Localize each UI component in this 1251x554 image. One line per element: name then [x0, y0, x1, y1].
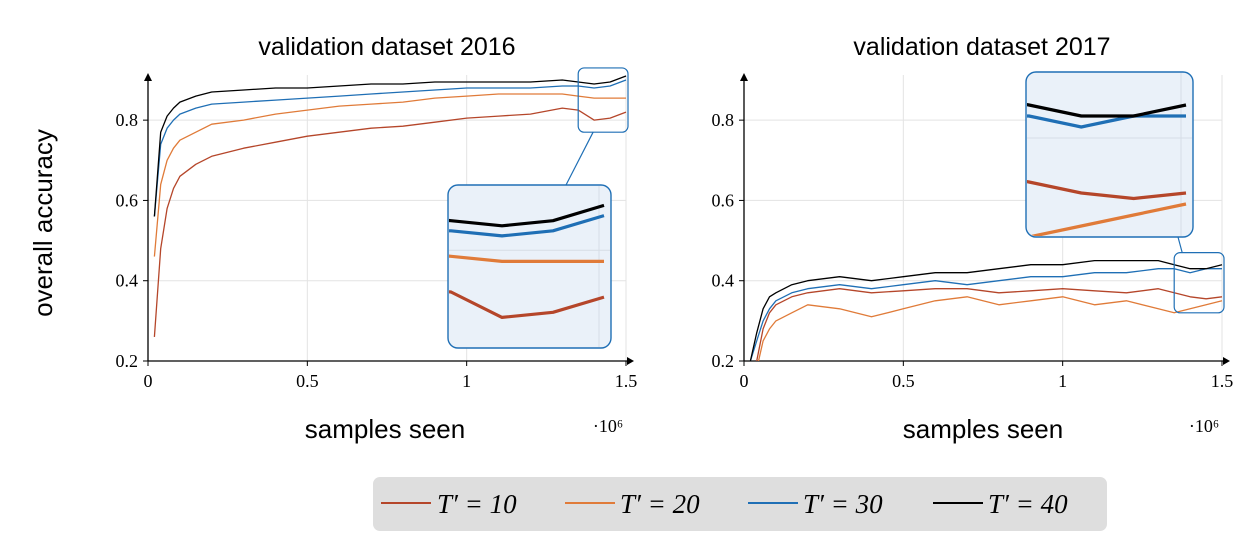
chart-right-x-multiplier: ·10⁶: [1189, 416, 1219, 436]
chart1-y-tick-label: 0.2: [116, 351, 139, 371]
chart2-zoom-box: [1173, 252, 1225, 314]
chart1-inset-series-line-2: [449, 249, 604, 263]
chart1-series-line-2: [153, 93, 626, 257]
legend-label-2: T′ = 20: [620, 489, 700, 519]
legend-item-4: T′ = 40: [933, 489, 1068, 519]
chart1-series-line-3: [153, 79, 627, 217]
legend-background: [373, 477, 1107, 531]
chart2-zoom-connector: [1177, 236, 1183, 253]
chart1-inset-series-line-4: [449, 203, 605, 228]
chart-left-x-axis-label: samples seen: [305, 414, 465, 444]
chart-left-y-axis-label: overall accuracy: [28, 129, 58, 317]
chart2-inset-series-line-2: [1027, 202, 1187, 236]
chart1-inset-series-line-1: [449, 285, 605, 319]
chart1-y-tick-label: 0.6: [116, 190, 139, 210]
chart2-series-line-4: [749, 259, 1223, 361]
legend-label-1: T′ = 10: [437, 489, 517, 519]
legend-label-4: T′ = 40: [988, 489, 1068, 519]
chart2-inset-series-line-4: [1027, 92, 1187, 118]
chart1-x-tick-label: 1.5: [615, 371, 638, 391]
chart2-x-axis-arrow: [1223, 357, 1230, 365]
chart2-inset-series-line-1: [1027, 169, 1187, 201]
chart1-x-tick-label: 0.5: [296, 371, 319, 391]
legend-item-2: T′ = 20: [565, 489, 700, 519]
chart2-y-tick-label: 0.8: [712, 110, 735, 130]
chart-left-title: validation dataset 2016: [258, 33, 515, 61]
chart1-x-tick-label: 0: [144, 371, 153, 391]
chart2-inset-series-line-3: [1027, 114, 1186, 129]
chart1-zoom-connector: [565, 131, 594, 186]
chart1-series-line-1: [153, 107, 627, 337]
chart1-zoom-box: [577, 67, 629, 133]
legend: T′ = 10 T′ = 20 T′ = 30 T′ = 40: [373, 477, 1107, 531]
chart1-x-tick-label: 1: [462, 371, 471, 391]
chart2-series-line-2: [757, 296, 1223, 361]
chart2-x-tick-label: 0.5: [892, 371, 915, 391]
chart2-y-tick-label: 0.4: [712, 271, 735, 291]
chart2-x-tick-label: 1.5: [1211, 371, 1234, 391]
chart1-y-axis-arrow: [144, 73, 152, 81]
legend-item-1: T′ = 10: [381, 489, 517, 519]
chart2-y-tick-label: 0.6: [712, 190, 735, 210]
chart2-inset: [1025, 71, 1194, 238]
chart2-series-line-1: [756, 288, 1223, 361]
chart-right: validation dataset 2017 samples seen ·10…: [712, 33, 1234, 444]
chart1-series-line-4: [153, 75, 627, 217]
chart-right-title: validation dataset 2017: [853, 33, 1110, 61]
chart-left-plot-area: 0 0.5 1 1.5 0.2 0.4 0.6 0.8: [116, 67, 638, 391]
legend-label-3: T′ = 30: [803, 489, 883, 519]
chart1-inset-series-line-3: [449, 214, 605, 238]
chart2-y-axis-arrow: [740, 73, 748, 81]
chart-right-x-axis-label: samples seen: [903, 414, 1063, 444]
chart-right-plot-area: 0 0.5 1 1.5 0.2 0.4 0.6 0.8: [712, 71, 1234, 391]
chart2-y-tick-label: 0.2: [712, 351, 735, 371]
chart1-y-tick-label: 0.4: [116, 271, 139, 291]
chart1-y-tick-label: 0.8: [116, 110, 139, 130]
chart2-series-line-3: [749, 268, 1222, 361]
chart2-x-tick-label: 0: [740, 371, 749, 391]
legend-item-3: T′ = 30: [748, 489, 883, 519]
chart-left: validation dataset 2016 overall accuracy…: [28, 33, 637, 444]
chart2-x-tick-label: 1: [1058, 371, 1067, 391]
chart-left-x-multiplier: ·10⁶: [593, 416, 623, 436]
chart1-x-axis-arrow: [627, 357, 634, 365]
